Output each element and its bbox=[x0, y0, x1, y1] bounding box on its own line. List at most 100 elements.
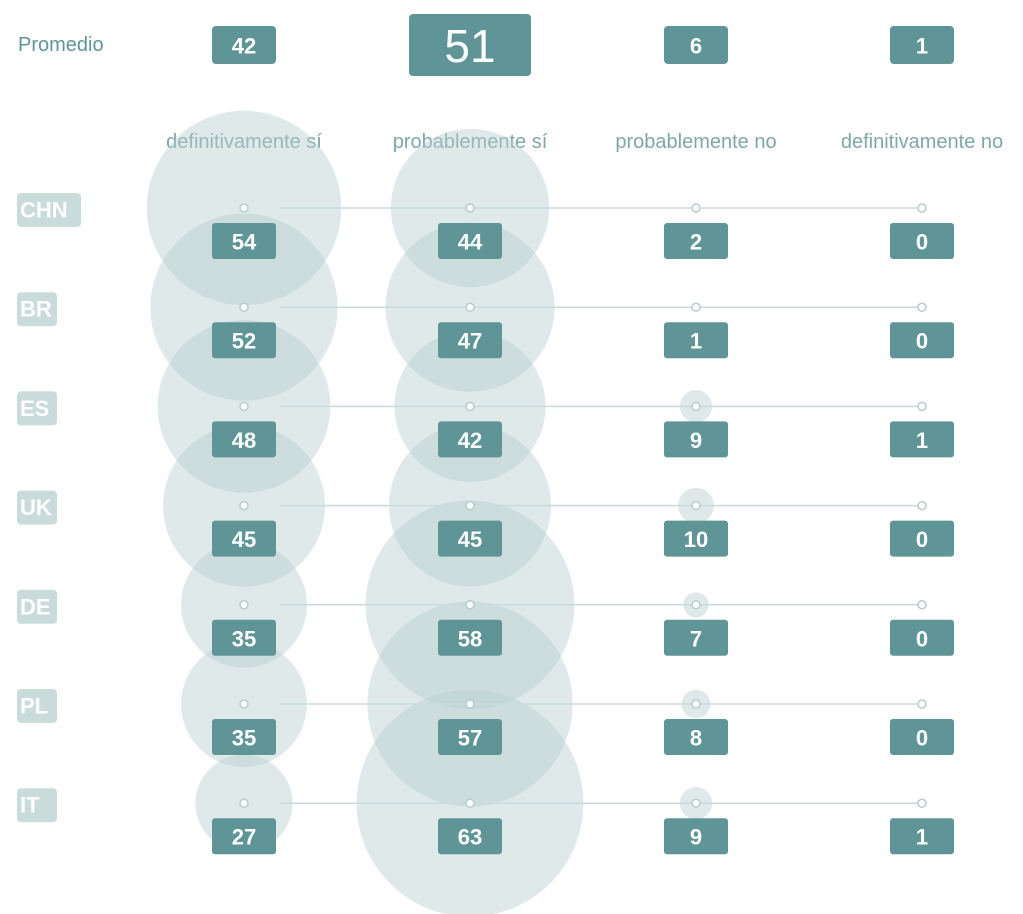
value-label: 1 bbox=[916, 428, 928, 453]
dot bbox=[691, 500, 701, 511]
value-box bbox=[438, 619, 502, 656]
dot bbox=[239, 699, 249, 709]
value-box bbox=[664, 520, 728, 557]
country-badge bbox=[17, 391, 57, 426]
country-badge bbox=[17, 689, 57, 723]
average-value: 42 bbox=[232, 34, 256, 59]
dot bbox=[691, 401, 701, 412]
value-label: 45 bbox=[232, 527, 256, 552]
value-box bbox=[890, 719, 954, 755]
value-box bbox=[664, 619, 728, 656]
value-box bbox=[212, 520, 276, 557]
value-box bbox=[438, 520, 502, 557]
dot bbox=[239, 302, 249, 312]
value-box bbox=[664, 223, 728, 259]
value-box bbox=[212, 719, 276, 755]
country-label: IT bbox=[20, 793, 40, 818]
dot bbox=[917, 500, 927, 511]
value-label: 0 bbox=[916, 329, 928, 354]
country-label: ES bbox=[20, 396, 49, 421]
value-label: 54 bbox=[232, 230, 257, 255]
dot bbox=[691, 302, 701, 312]
average-box bbox=[890, 26, 954, 64]
value-box bbox=[890, 223, 954, 259]
value-label: 1 bbox=[690, 329, 702, 354]
value-box bbox=[664, 818, 728, 855]
average-box bbox=[664, 26, 728, 64]
value-label: 48 bbox=[232, 428, 256, 453]
value-box bbox=[212, 223, 276, 259]
value-label: 58 bbox=[458, 626, 482, 651]
country-label: BR bbox=[20, 297, 52, 322]
value-box bbox=[890, 421, 954, 458]
value-label: 44 bbox=[458, 230, 483, 255]
value-label: 0 bbox=[916, 726, 928, 751]
value-box bbox=[664, 719, 728, 755]
value-box bbox=[438, 421, 502, 458]
dot bbox=[917, 203, 927, 213]
country-badge bbox=[17, 788, 57, 823]
country-badge bbox=[17, 589, 57, 624]
value-label: 0 bbox=[916, 230, 928, 255]
value-box bbox=[438, 223, 502, 259]
dot bbox=[465, 203, 475, 213]
value-label: 42 bbox=[458, 428, 482, 453]
value-box bbox=[438, 322, 502, 359]
dot bbox=[691, 600, 701, 610]
average-box bbox=[212, 26, 276, 64]
value-label: 27 bbox=[232, 825, 256, 850]
value-label: 63 bbox=[458, 825, 482, 850]
average-box bbox=[409, 14, 531, 76]
value-label: 8 bbox=[690, 726, 702, 751]
value-box bbox=[890, 619, 954, 656]
dot bbox=[465, 798, 475, 808]
dot bbox=[917, 699, 927, 709]
value-box bbox=[212, 322, 276, 359]
dot bbox=[239, 203, 249, 213]
value-box bbox=[890, 520, 954, 557]
value-box bbox=[664, 421, 728, 458]
country-badge bbox=[17, 292, 57, 327]
value-box bbox=[890, 818, 954, 855]
dot bbox=[239, 401, 249, 412]
value-box bbox=[212, 619, 276, 656]
country-label: PL bbox=[20, 694, 48, 719]
dot bbox=[917, 302, 927, 312]
value-label: 1 bbox=[916, 825, 928, 850]
value-label: 9 bbox=[690, 825, 702, 850]
country-badge bbox=[17, 193, 81, 227]
value-box bbox=[212, 421, 276, 458]
value-label: 57 bbox=[458, 726, 482, 751]
country-badge bbox=[17, 490, 57, 525]
column-header: probablemente sí bbox=[393, 131, 548, 153]
value-label: 35 bbox=[232, 726, 256, 751]
dot bbox=[465, 600, 475, 610]
average-label: Promedio bbox=[18, 34, 104, 56]
column-header: definitivamente no bbox=[841, 131, 1003, 153]
value-box bbox=[664, 322, 728, 359]
dot bbox=[917, 798, 927, 808]
average-value: 6 bbox=[690, 34, 702, 59]
dot bbox=[239, 798, 249, 808]
dot bbox=[465, 302, 475, 312]
value-label: 35 bbox=[232, 626, 256, 651]
value-label: 10 bbox=[684, 527, 708, 552]
average-value: 51 bbox=[444, 20, 495, 72]
country-label: CHN bbox=[20, 198, 68, 223]
dot bbox=[691, 798, 701, 808]
value-box bbox=[438, 818, 502, 855]
value-box bbox=[438, 719, 502, 755]
dot bbox=[239, 600, 249, 610]
value-label: 0 bbox=[916, 626, 928, 651]
value-label: 2 bbox=[690, 230, 702, 255]
dot bbox=[465, 500, 475, 511]
value-label: 45 bbox=[458, 527, 482, 552]
dot bbox=[917, 401, 927, 412]
value-label: 47 bbox=[458, 329, 482, 354]
dot bbox=[691, 699, 701, 709]
dot bbox=[239, 500, 249, 511]
dot bbox=[917, 600, 927, 610]
column-header: definitivamente sí bbox=[166, 131, 322, 153]
